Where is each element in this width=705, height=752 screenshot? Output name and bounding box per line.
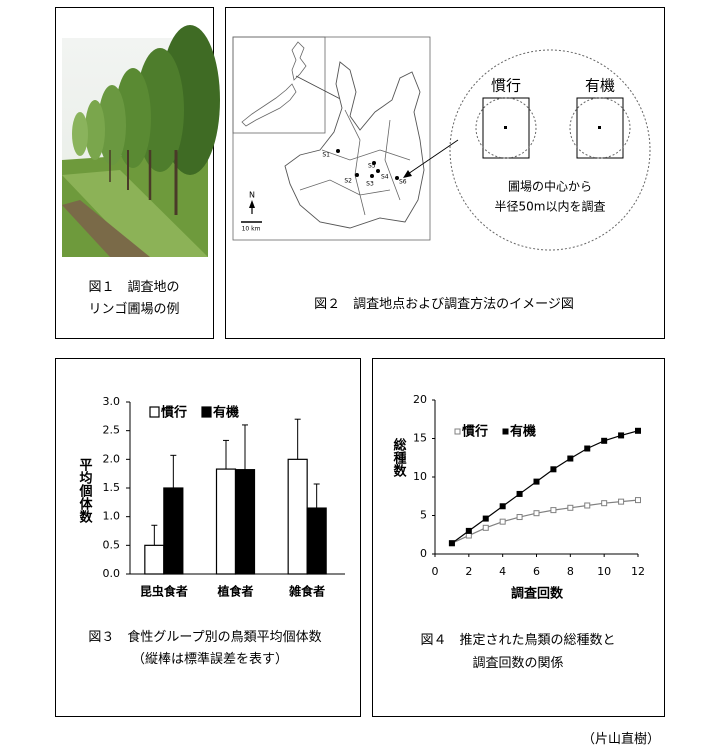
- y-tick-label: 1.5: [103, 481, 121, 494]
- legend-swatch: [201, 406, 212, 418]
- author: （片山直樹）: [582, 731, 660, 746]
- point: [584, 502, 591, 509]
- orchard-photo: [62, 25, 220, 257]
- point: [533, 478, 540, 485]
- point: [601, 500, 608, 507]
- bar: [306, 507, 327, 575]
- point: [533, 510, 540, 517]
- legend-swatch: [454, 428, 461, 435]
- point: [465, 527, 472, 534]
- point: [499, 503, 506, 510]
- y-tick-label: 3.0: [103, 395, 121, 408]
- site-label: S4: [381, 174, 389, 181]
- legend-label: 有機: [510, 424, 536, 440]
- figure2-box: [225, 7, 665, 339]
- legend-label: 有機: [213, 405, 239, 421]
- point: [635, 427, 641, 434]
- point: [482, 515, 489, 522]
- method-label: 慣行: [491, 77, 521, 95]
- study-map: [232, 36, 651, 251]
- method-note: 半径50m以内を調査: [495, 200, 606, 214]
- legend-label: 慣行: [161, 405, 187, 421]
- point: [448, 540, 455, 547]
- figure4-box: [372, 358, 665, 717]
- figure2-caption: 図２ 調査地点および調査方法のイメージ図: [314, 296, 574, 311]
- y-tick-label: 10: [413, 470, 427, 483]
- x-tick-label: 10: [597, 565, 611, 578]
- figure4-caption: 図４ 推定された鳥類の総種数と: [420, 632, 615, 647]
- y-tick-label: 15: [413, 432, 427, 445]
- point: [567, 455, 574, 462]
- scale-label: 10 km: [242, 226, 261, 233]
- x-tick-label: 植食者: [216, 584, 253, 599]
- north-label: N: [249, 191, 255, 200]
- figure3-box: [55, 358, 361, 717]
- point: [567, 504, 574, 511]
- point: [584, 445, 591, 452]
- point: [550, 507, 557, 514]
- x-tick-label: 昆虫食者: [140, 584, 188, 599]
- series-line: [451, 430, 639, 544]
- legend-swatch: [149, 406, 160, 418]
- bar: [163, 487, 184, 575]
- y-axis-label: 総種数: [391, 437, 407, 478]
- point: [601, 437, 608, 444]
- site-label: S3: [366, 181, 374, 188]
- site-label: S6: [399, 179, 407, 186]
- figure1-caption: リンゴ圃場の例: [88, 301, 179, 316]
- bar: [287, 458, 308, 575]
- point: [550, 466, 557, 473]
- figure1-box: [55, 7, 214, 339]
- y-tick-label: 20: [413, 393, 427, 406]
- y-tick-label: 1.0: [103, 510, 121, 523]
- x-tick-label: 12: [631, 565, 645, 578]
- y-tick-label: 2.5: [103, 424, 121, 437]
- point: [618, 498, 625, 505]
- point: [635, 497, 641, 504]
- y-tick-label: 0.0: [103, 567, 121, 580]
- x-tick-label: 8: [567, 565, 574, 578]
- legend-label: 慣行: [462, 424, 488, 440]
- x-tick-label: 0: [432, 565, 439, 578]
- site-label: S5: [368, 163, 376, 170]
- figure3-caption: （縦棒は標準誤差を表す）: [132, 651, 288, 666]
- y-tick-label: 2.0: [103, 452, 121, 465]
- bar: [144, 544, 165, 575]
- figure1-caption: 図１ 調査地の: [88, 279, 179, 294]
- x-tick-label: 雑食者: [288, 584, 325, 599]
- legend-swatch: [502, 428, 509, 435]
- x-axis-label: 調査回数: [511, 586, 564, 602]
- site-label: S2: [344, 178, 352, 185]
- method-label: 有機: [585, 77, 615, 95]
- x-tick-label: 4: [499, 565, 506, 578]
- y-axis-label: 平均個体数: [77, 458, 94, 524]
- y-tick-label: 5: [420, 509, 427, 522]
- figure4-caption: 調査回数の関係: [472, 655, 563, 670]
- x-tick-label: 6: [533, 565, 540, 578]
- point: [618, 432, 625, 439]
- x-tick-label: 2: [465, 565, 472, 578]
- series-line: [451, 499, 639, 544]
- site-label: S1: [322, 152, 330, 159]
- point: [516, 490, 523, 497]
- y-tick-label: 0: [420, 547, 427, 560]
- figure3-caption: 図３ 食性グループ別の鳥類平均個体数: [88, 629, 321, 644]
- bar: [234, 469, 256, 575]
- bar: [215, 468, 237, 575]
- point: [516, 514, 523, 521]
- point: [482, 524, 489, 531]
- y-tick-label: 0.5: [103, 538, 121, 551]
- method-note: 圃場の中心から: [508, 179, 592, 194]
- point: [499, 518, 506, 525]
